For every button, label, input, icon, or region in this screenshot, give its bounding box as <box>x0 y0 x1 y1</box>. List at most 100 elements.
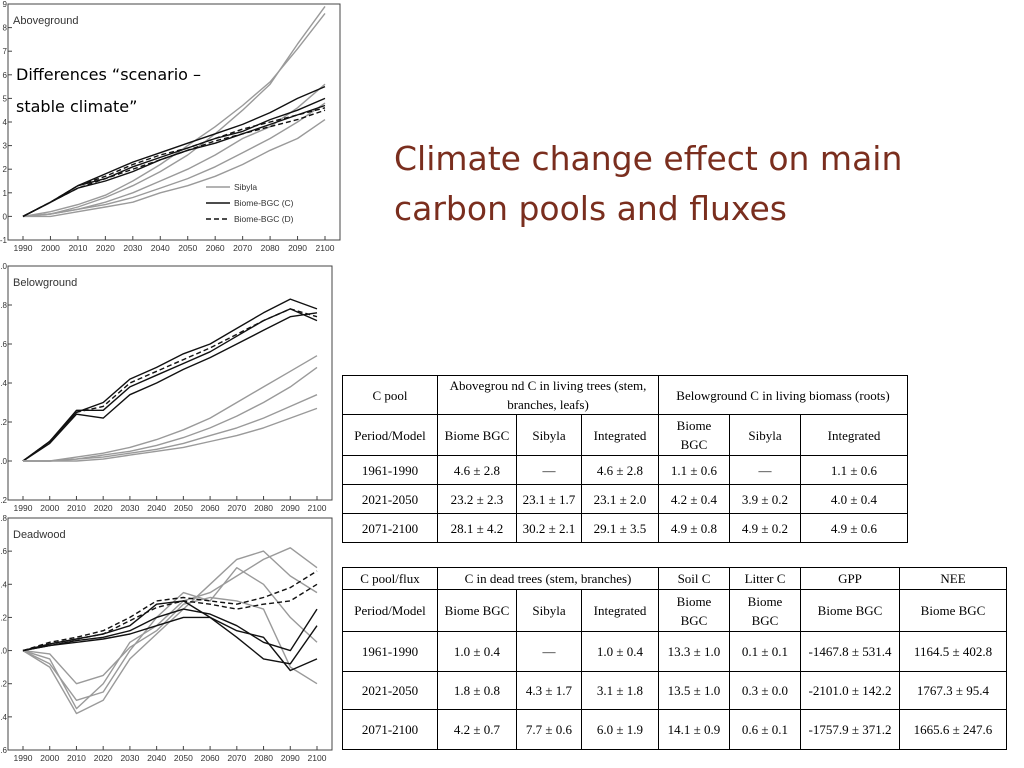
chart-title: Aboveground <box>13 15 78 27</box>
table-header-cell: NEE <box>899 567 1007 590</box>
table-header-row: C pool Abovegrou nd C in living trees (s… <box>342 375 908 415</box>
series-line <box>23 119 326 218</box>
y-tick-label: -0.4 <box>0 713 8 722</box>
table-row: 2021-2050 23.2 ± 2.3 23.1 ± 1.7 23.1 ± 2… <box>342 484 908 514</box>
table-cell: — <box>729 455 801 485</box>
x-tick-label: 2070 <box>227 503 246 513</box>
series-line <box>22 616 318 672</box>
table-cell: 2071-2100 <box>342 709 438 750</box>
y-tick-label: 0.6 <box>0 340 8 349</box>
table-cell: 4.3 ± 1.7 <box>516 671 582 710</box>
table-cell: 13.3 ± 1.0 <box>658 631 730 672</box>
series-line <box>23 355 318 462</box>
x-tick-label: 2080 <box>254 753 273 763</box>
x-tick-label: 2100 <box>308 753 327 763</box>
legend-label: Biome-BGC (D) <box>234 214 294 224</box>
table-cell: 0.3 ± 0.0 <box>729 671 801 710</box>
table-cell: 1.0 ± 0.4 <box>581 631 659 672</box>
series-line <box>23 407 318 462</box>
y-tick-label: 0.6 <box>0 547 8 556</box>
y-tick-label: 0.8 <box>0 301 8 310</box>
y-tick-label: 7 <box>3 47 8 56</box>
series-line <box>22 308 318 462</box>
x-tick-label: 2090 <box>281 503 300 513</box>
table-cell: 0.6 ± 0.1 <box>729 709 801 750</box>
x-tick-label: 2090 <box>288 243 307 253</box>
y-tick-label: -0.2 <box>0 496 8 505</box>
table-header-row: C pool/flux C in dead trees (stem, branc… <box>342 567 1007 590</box>
table-cell: 30.2 ± 2.1 <box>516 513 582 543</box>
x-tick-label: 2010 <box>68 243 87 253</box>
y-tick-label: 9 <box>3 0 8 9</box>
y-tick-label: 1.0 <box>0 262 8 271</box>
table-cell: 1.1 ± 0.6 <box>658 455 730 485</box>
table-header-cell: Litter C <box>729 567 801 590</box>
x-tick-label: 2000 <box>40 503 59 513</box>
table-cell: — <box>516 631 582 672</box>
table-cell: 1961-1990 <box>342 455 438 485</box>
table-cell: 4.0 ± 0.4 <box>800 484 908 514</box>
table-subheader-cell: Biome BGC <box>899 589 1007 632</box>
table-row: 2071-2100 28.1 ± 4.2 30.2 ± 2.1 29.1 ± 3… <box>342 513 908 543</box>
table-subheader-cell: Biome BGC <box>658 414 730 456</box>
series-line <box>22 596 318 685</box>
table-cell: 4.6 ± 2.8 <box>437 455 517 485</box>
chart-aboveground: -1 0 1 2 3 4 5 6 7 8 9 1990 2000 2010 2020 2030 2040 2050… <box>0 0 341 253</box>
table-subheader-cell: Biome BGC <box>800 589 900 632</box>
y-tick-label: 4 <box>3 118 8 127</box>
y-tick-label: 3 <box>3 142 8 151</box>
table-cell: 4.2 ± 0.7 <box>437 709 517 750</box>
series-line <box>22 570 318 652</box>
table-cell: 28.1 ± 4.2 <box>437 513 517 543</box>
table-cell: 4.9 ± 0.8 <box>658 513 730 543</box>
series-line <box>22 107 326 218</box>
table-cell: 2021-2050 <box>342 484 438 514</box>
x-tick-label: 2080 <box>261 243 280 253</box>
table-subheader-cell: Period/Model <box>342 589 438 632</box>
plot-frame <box>7 3 341 241</box>
y-tick-label: 0.4 <box>0 379 8 388</box>
table-cell: 7.7 ± 0.6 <box>516 709 582 750</box>
table-subheader-row: Period/Model Biome BGC Sibyla Integrated… <box>342 414 908 456</box>
y-tick-label: -1 <box>0 236 8 245</box>
x-tick-label: 2000 <box>41 243 60 253</box>
table-subheader-cell: Period/Model <box>342 414 438 456</box>
table-header-cell: Abovegrou nd C in living trees (stem, br… <box>437 375 659 415</box>
x-tick-label: 2030 <box>123 243 142 253</box>
series-line <box>22 312 318 462</box>
y-tick-label: 1 <box>3 189 8 198</box>
plot-frame <box>7 517 333 751</box>
x-tick-label: 2080 <box>254 503 273 513</box>
y-tick-label: 0.2 <box>0 418 8 427</box>
chart-deadwood: -0.6 -0.4 -0.2 0.0 0.2 0.4 0.6 0.8 1990 2000 2010 2… <box>0 514 333 763</box>
y-tick-label: -0.2 <box>0 680 8 689</box>
series-line <box>22 109 326 218</box>
table-subheader-cell: Sibyla <box>516 414 582 456</box>
legend-label: Sibyla <box>234 182 257 192</box>
table-subheader-row: Period/Model Biome BGC Sibyla Integrated… <box>342 589 1007 632</box>
charts-panel: -1 0 1 2 3 4 5 6 7 8 9 1990 2000 2010 2020 2030 2040 2050… <box>0 0 341 763</box>
x-tick-label: 2070 <box>227 753 246 763</box>
x-tick-label: 2090 <box>281 753 300 763</box>
table-cell: 23.1 ± 2.0 <box>581 484 659 514</box>
x-tick-label: 2040 <box>147 753 166 763</box>
y-tick-label: 0.0 <box>0 647 8 656</box>
series-line <box>22 567 318 701</box>
table-subheader-cell: Sibyla <box>516 589 582 632</box>
x-tick-label: 2100 <box>308 503 327 513</box>
y-tick-label: 6 <box>3 71 8 80</box>
y-tick-label: 5 <box>3 94 8 103</box>
table-cell: -1757.9 ± 371.2 <box>800 709 900 750</box>
plot-frame <box>7 265 333 501</box>
y-tick-label: 0.4 <box>0 580 8 589</box>
table-row: 2071-2100 4.2 ± 0.7 7.7 ± 0.6 6.0 ± 1.9 … <box>342 709 1007 750</box>
x-tick-label: 2050 <box>174 503 193 513</box>
x-tick-label: 2050 <box>174 753 193 763</box>
table-cell: 4.2 ± 0.4 <box>658 484 730 514</box>
x-tick-label: 1990 <box>14 753 33 763</box>
series-line <box>22 308 318 462</box>
table-cell: 23.1 ± 1.7 <box>516 484 582 514</box>
chart-title: Deadwood <box>13 529 66 541</box>
x-tick-label: 2070 <box>233 243 252 253</box>
table-subheader-cell: Biome BGC <box>437 414 517 456</box>
